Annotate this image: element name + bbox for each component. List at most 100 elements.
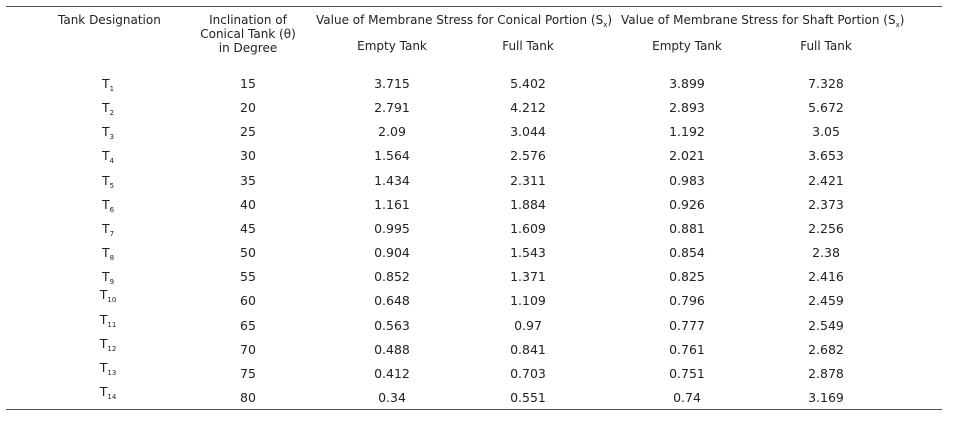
table-top-rule <box>6 6 942 7</box>
table-cell-cf: 2.576 <box>510 148 546 163</box>
table-cell-cf: 1.109 <box>510 293 546 308</box>
table-cell-cf: 0.97 <box>514 318 542 333</box>
tank-designation-cell: T2 <box>88 100 128 121</box>
table-cell-sf: 2.878 <box>808 366 844 381</box>
table-cell-se: 0.854 <box>669 245 705 260</box>
tank-letter: T <box>99 287 108 302</box>
table-cell-se: 0.777 <box>669 318 705 333</box>
table-cell-ce: 2.09 <box>378 124 406 139</box>
table-cell-ce: 0.563 <box>374 318 410 333</box>
table-cell-angle: 40 <box>240 197 256 212</box>
tank-designation-cell: T8 <box>88 245 128 266</box>
table-cell-se: 0.761 <box>669 342 705 357</box>
table-cell-ce: 1.434 <box>374 173 410 188</box>
table-cell-ce: 0.904 <box>374 245 410 260</box>
table-cell-sf: 3.653 <box>808 148 844 163</box>
header-inclination: Inclination of Conical Tank (θ) in Degre… <box>198 13 298 55</box>
tank-designation-cell: T14 <box>88 384 128 405</box>
tank-index: 3 <box>109 133 115 141</box>
table-cell-angle: 65 <box>240 318 256 333</box>
table-cell-ce: 0.412 <box>374 366 410 381</box>
table-cell-se: 0.983 <box>669 173 705 188</box>
tank-index: 10 <box>107 296 117 304</box>
header-conical-sub: x <box>603 21 608 29</box>
table-cell-sf: 7.328 <box>808 76 844 91</box>
tank-designation-cell: T9 <box>88 269 128 290</box>
tank-letter: T <box>101 221 110 236</box>
table-cell-cf: 1.609 <box>510 221 546 236</box>
header-conical-suffix: ) <box>607 13 613 27</box>
tank-index: 2 <box>109 109 115 117</box>
table-cell-sf: 2.549 <box>808 318 844 333</box>
table-cell-sf: 2.459 <box>808 293 844 308</box>
table-cell-cf: 0.703 <box>510 366 546 381</box>
tank-index: 8 <box>109 254 115 262</box>
table-cell-angle: 80 <box>240 390 256 405</box>
tank-index: 4 <box>109 157 115 165</box>
table-cell-angle: 45 <box>240 221 256 236</box>
header-shaft-full: Full Tank <box>800 39 852 53</box>
table-cell-sf: 3.169 <box>808 390 844 405</box>
tank-letter: T <box>101 197 110 212</box>
header-shaft-sub: x <box>895 21 900 29</box>
table-cell-cf: 1.884 <box>510 197 546 212</box>
header-shaft-empty: Empty Tank <box>652 39 722 53</box>
tank-designation-cell: T12 <box>88 336 128 357</box>
tank-index: 12 <box>107 345 117 353</box>
header-inclination-line3: in Degree <box>218 41 278 55</box>
table-cell-sf: 2.373 <box>808 197 844 212</box>
tank-designation-cell: T5 <box>88 173 128 194</box>
header-conical-empty: Empty Tank <box>357 39 427 53</box>
table-cell-cf: 2.311 <box>510 173 546 188</box>
tank-index: 9 <box>109 278 115 286</box>
table-cell-sf: 2.416 <box>808 269 844 284</box>
tank-designation-cell: T6 <box>88 197 128 218</box>
table-cell-sf: 2.682 <box>808 342 844 357</box>
tank-index: 13 <box>107 369 117 377</box>
header-tank-designation: Tank Designation <box>58 13 161 27</box>
table-cell-angle: 55 <box>240 269 256 284</box>
table-cell-se: 1.192 <box>669 124 705 139</box>
table-cell-cf: 5.402 <box>510 76 546 91</box>
table-cell-ce: 0.852 <box>374 269 410 284</box>
table-cell-se: 2.021 <box>669 148 705 163</box>
tank-letter: T <box>99 360 108 375</box>
table-cell-sf: 2.421 <box>808 173 844 188</box>
table-cell-angle: 20 <box>240 100 256 115</box>
tank-designation-cell: T4 <box>88 148 128 169</box>
header-inclination-line1: Inclination of <box>209 13 287 27</box>
tank-index: 11 <box>107 321 117 329</box>
table-cell-ce: 1.161 <box>374 197 410 212</box>
table-cell-se: 0.926 <box>669 197 705 212</box>
table-cell-se: 0.796 <box>669 293 705 308</box>
table-cell-cf: 0.551 <box>510 390 546 405</box>
header-conical-prefix: Value of Membrane Stress for Conical Por… <box>316 13 604 27</box>
table-cell-angle: 60 <box>240 293 256 308</box>
tank-designation-cell: T1 <box>88 76 128 97</box>
table-cell-cf: 0.841 <box>510 342 546 357</box>
table-cell-se: 3.899 <box>669 76 705 91</box>
table-cell-cf: 1.543 <box>510 245 546 260</box>
tank-letter: T <box>101 76 110 91</box>
header-shaft-prefix: Value of Membrane Stress for Shaft Porti… <box>621 13 896 27</box>
tank-letter: T <box>101 269 110 284</box>
table-cell-ce: 2.791 <box>374 100 410 115</box>
tank-designation-cell: T13 <box>88 360 128 381</box>
table-cell-angle: 25 <box>240 124 256 139</box>
tank-letter: T <box>99 336 108 351</box>
table-cell-se: 0.74 <box>673 390 701 405</box>
table-cell-se: 2.893 <box>669 100 705 115</box>
table-cell-se: 0.881 <box>669 221 705 236</box>
table-cell-angle: 30 <box>240 148 256 163</box>
table-cell-angle: 35 <box>240 173 256 188</box>
header-inclination-line2: Conical Tank (θ) <box>200 27 296 41</box>
table-cell-sf: 5.672 <box>808 100 844 115</box>
header-conical-group: Value of Membrane Stress for Conical Por… <box>316 13 612 32</box>
table-bottom-rule <box>6 409 942 410</box>
header-conical-full: Full Tank <box>502 39 554 53</box>
table-cell-ce: 1.564 <box>374 148 410 163</box>
table-cell-sf: 2.256 <box>808 221 844 236</box>
tank-index: 7 <box>109 230 115 238</box>
table-cell-angle: 15 <box>240 76 256 91</box>
